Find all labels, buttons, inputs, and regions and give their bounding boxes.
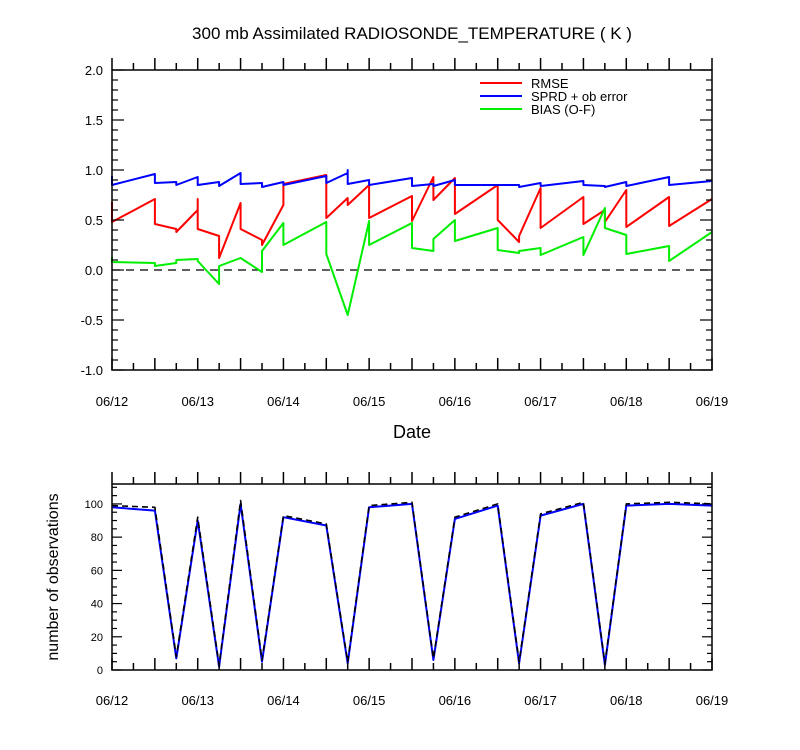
x-tick-label: 06/16	[439, 394, 472, 409]
x-tick-label: 06/14	[267, 394, 300, 409]
x-tick-label: 06/13	[181, 394, 214, 409]
series-line-sprd-ob-error	[111, 169, 713, 188]
legend-label: RMSE	[531, 76, 569, 91]
bottom-y-tick-labels: 0 20 40 60 80 100	[85, 499, 103, 677]
y-tick-label: 0.0	[85, 263, 103, 278]
y-tick-label: 1.0	[85, 163, 103, 178]
top-y-tick-labels: -1.0 -0.5 0.0 0.5 1.0 1.5 2.0	[81, 63, 103, 378]
bottom-ticks	[111, 472, 713, 671]
x-tick-label: 06/12	[96, 394, 129, 409]
y-tick-label: 0.5	[85, 213, 103, 228]
top-panel: 300 mb Assimilated RADIOSONDE_TEMPERATUR…	[81, 24, 729, 442]
x-tick-label: 06/12	[96, 693, 129, 708]
y-tick-label: 60	[91, 565, 103, 577]
series-line-bias-o-f	[111, 207, 713, 316]
top-series-group	[111, 169, 713, 316]
bottom-plot-frame	[111, 483, 713, 671]
x-tick-label: 06/17	[524, 693, 557, 708]
y-tick-label: -1.0	[81, 363, 103, 378]
y-tick-label: 80	[91, 532, 103, 544]
series-line-rmse	[111, 174, 713, 259]
y-tick-label: 0	[97, 665, 103, 677]
x-tick-label: 06/19	[696, 693, 729, 708]
y-tick-label: 100	[85, 499, 103, 511]
x-tick-label: 06/19	[696, 394, 729, 409]
x-tick-label: 06/18	[610, 394, 643, 409]
x-tick-label: 06/15	[353, 693, 386, 708]
x-axis-label: Date	[393, 422, 431, 442]
legend-label: BIAS (O-F)	[531, 102, 595, 117]
top-ticks	[111, 58, 713, 371]
x-tick-label: 06/13	[181, 693, 214, 708]
series-line-assimilated	[111, 502, 713, 668]
x-tick-label: 06/17	[524, 394, 557, 409]
y-tick-label: 1.5	[85, 113, 103, 128]
x-tick-label: 06/15	[353, 394, 386, 409]
x-tick-label: 06/16	[439, 693, 472, 708]
bottom-series-group	[111, 499, 713, 668]
y-tick-label: 20	[91, 632, 103, 644]
y-tick-label: -0.5	[81, 313, 103, 328]
bottom-x-tick-labels: 06/12 06/13 06/14 06/15 06/16 06/17 06/18 06/19	[96, 693, 729, 708]
x-tick-label: 06/14	[267, 693, 300, 708]
y-axis-label: number of observations	[45, 493, 62, 660]
x-tick-label: 06/18	[610, 693, 643, 708]
y-tick-label: 2.0	[85, 63, 103, 78]
y-tick-label: 40	[91, 599, 103, 611]
chart-title: 300 mb Assimilated RADIOSONDE_TEMPERATUR…	[192, 24, 632, 43]
top-x-tick-labels: 06/12 06/13 06/14 06/15 06/16 06/17 06/18 06/19	[96, 394, 729, 409]
legend-label: SPRD + ob error	[531, 89, 628, 104]
series-line-available	[111, 499, 713, 666]
